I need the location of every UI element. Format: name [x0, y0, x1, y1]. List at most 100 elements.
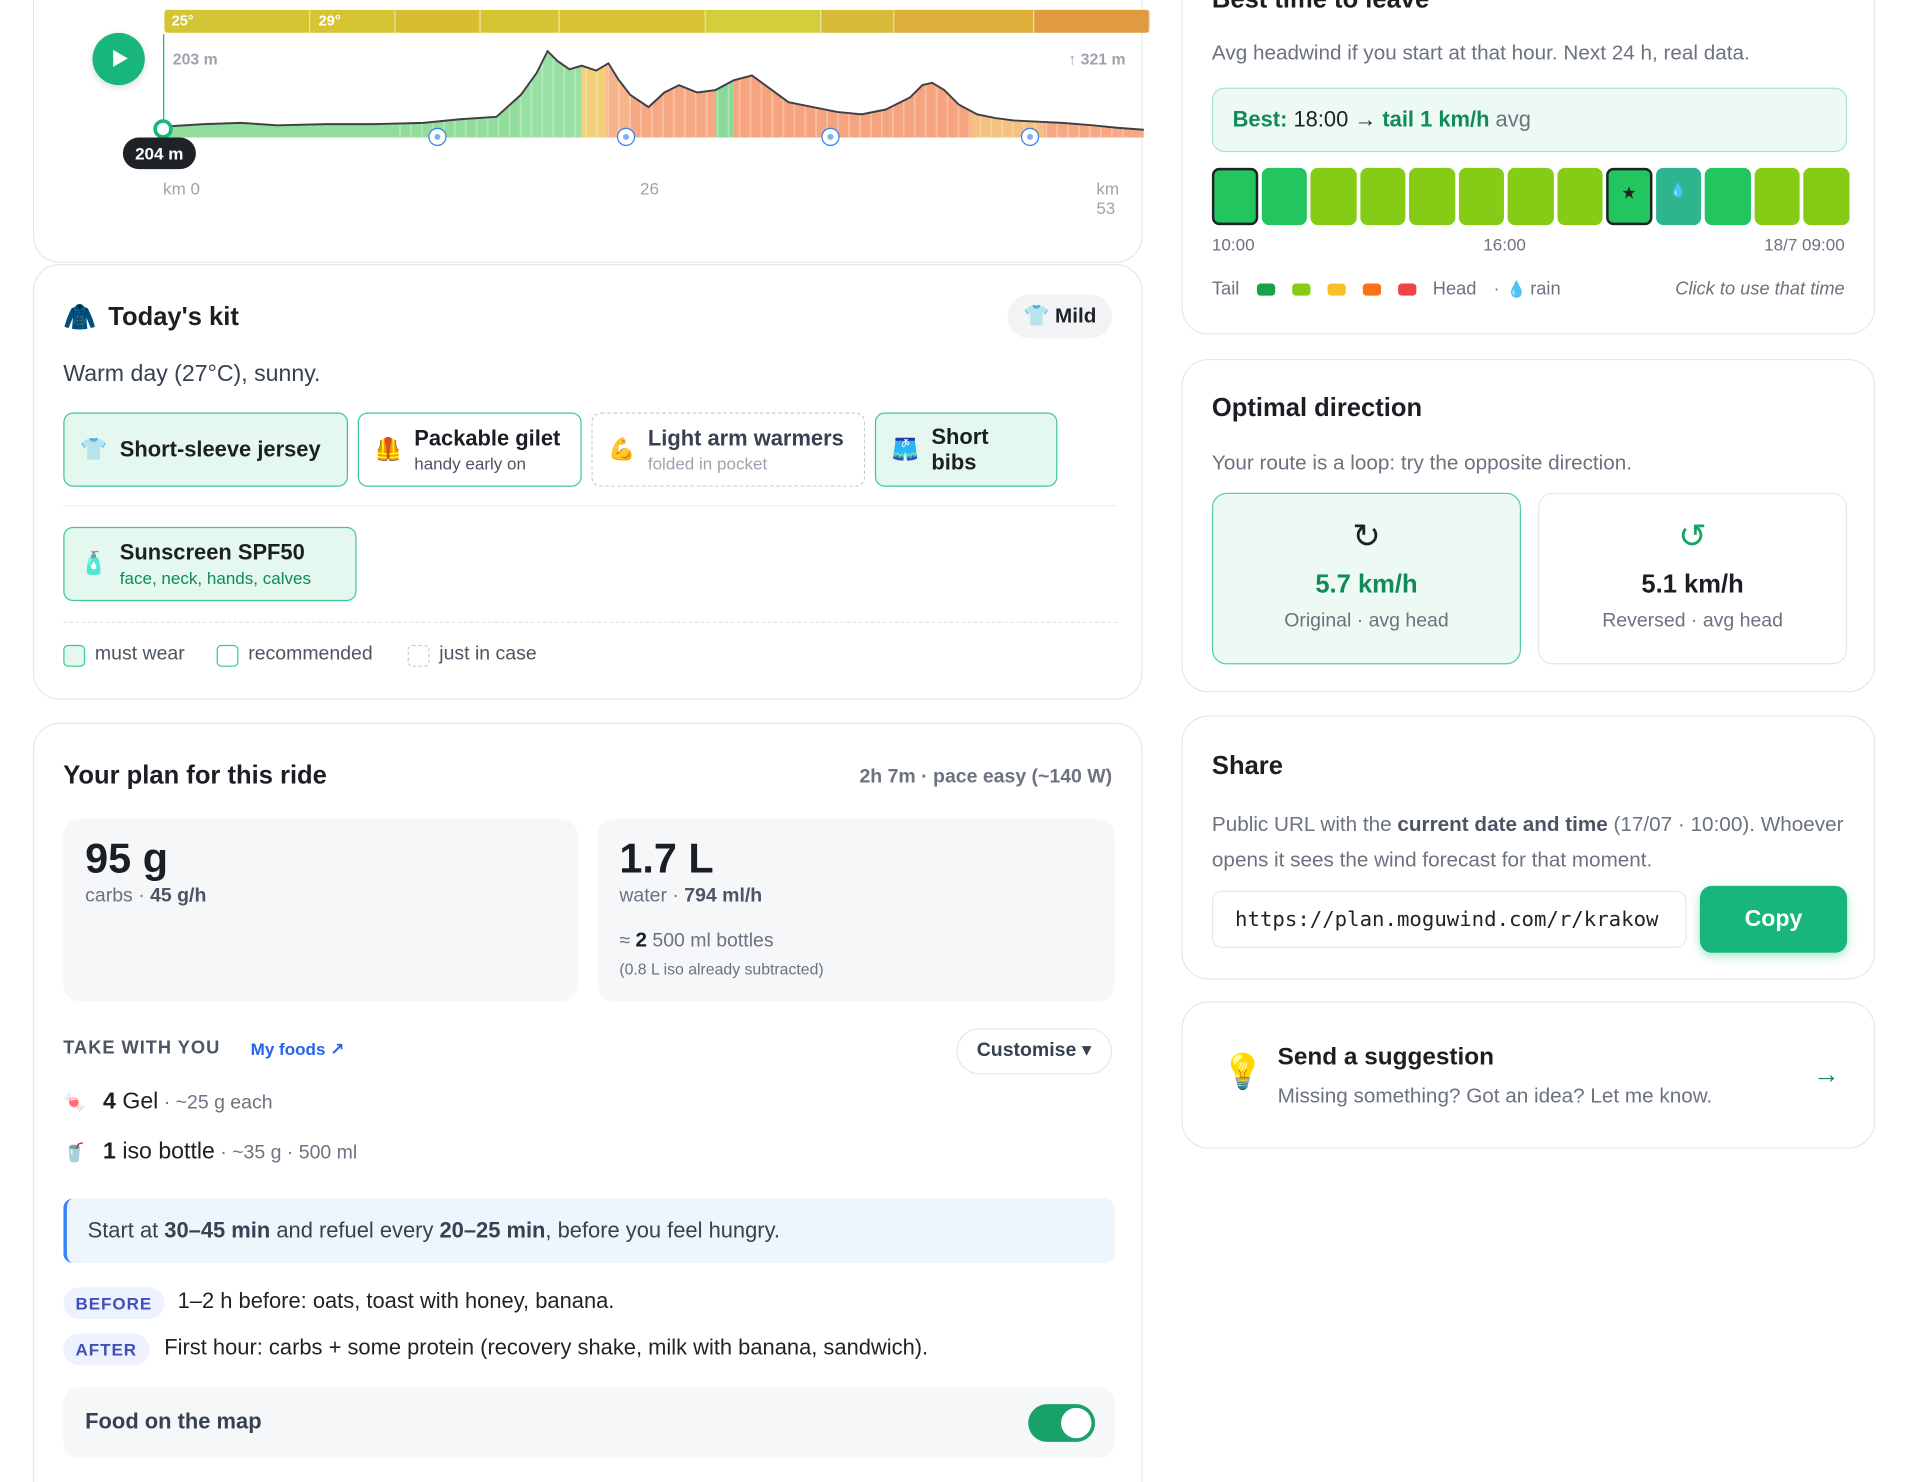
legend-must-label: must wear: [94, 643, 185, 665]
food-waypoint-icon[interactable]: [1020, 127, 1040, 147]
cursor-handle[interactable]: [153, 119, 173, 139]
food-on-map-toggle[interactable]: [1028, 1404, 1096, 1442]
tshirt-icon: 👕: [1023, 304, 1050, 328]
customise-dropdown[interactable]: Customise ▾: [956, 1028, 1113, 1075]
kit-item-sunscreen[interactable]: 🧴 Sunscreen SPF50 face, neck, hands, cal…: [63, 526, 357, 602]
legend-recommended-label: recommended: [248, 643, 373, 665]
food-waypoint-icon[interactable]: [616, 127, 636, 147]
temperature-segment: [705, 9, 822, 33]
kit-item-name: Sunscreen SPF50: [119, 540, 305, 565]
hourly-wind-strip: ★ 💧: [1211, 167, 1849, 226]
food-name: iso bottle: [115, 1138, 215, 1165]
divider: [63, 621, 1118, 624]
play-button[interactable]: [92, 32, 145, 86]
food-waypoint-icon[interactable]: [428, 127, 447, 147]
star-icon: ★: [1621, 182, 1637, 202]
texture-stripe: [968, 51, 971, 138]
carbs-rate: 45 g/h: [150, 885, 207, 907]
wind-legend: Tail Head · 💧 rain: [1212, 279, 1561, 300]
texture-stripe: [760, 51, 763, 138]
hour-slot[interactable]: [1261, 167, 1307, 226]
arrow-right-icon[interactable]: →: [1813, 1058, 1840, 1090]
hour-slot[interactable]: [1704, 167, 1751, 226]
best-time-title: Best time to leave: [1212, 0, 1429, 15]
texture-stripe: [891, 51, 894, 138]
bottle-count: 2: [635, 928, 647, 952]
texture-stripe: [410, 51, 412, 138]
best-avg-label: avg: [1489, 107, 1531, 132]
texture-stripe: [1121, 51, 1124, 138]
water-stat: 1.7 L water · 794 ml/h ≈ 2 500 ml bottle…: [597, 818, 1115, 1002]
texture-stripe: [508, 51, 511, 138]
food-waypoint-icon[interactable]: [821, 127, 840, 147]
texture-stripe: [464, 51, 467, 138]
before-text: 1–2 h before: oats, toast with honey, ba…: [177, 1288, 615, 1313]
share-emphasis: current date and time: [1397, 812, 1608, 836]
texture-stripe: [837, 51, 839, 138]
legend-swatch: [1397, 282, 1416, 296]
best-tail-value: tail 1 km/h: [1382, 107, 1490, 132]
copy-button[interactable]: Copy: [1699, 885, 1848, 953]
kit-item-jersey[interactable]: 👕 Short-sleeve jersey: [63, 412, 349, 487]
texture-stripe: [1099, 51, 1102, 138]
elevation-profile[interactable]: [34, 0, 1144, 263]
hour-slot[interactable]: 💧: [1655, 167, 1702, 226]
texture-stripe: [650, 51, 653, 138]
raindrop-icon: 💧: [1669, 183, 1687, 199]
hour-slot[interactable]: [1310, 167, 1357, 226]
hour-slot[interactable]: [1211, 167, 1258, 226]
lotion-icon: 🧴: [80, 551, 108, 576]
raindrop-icon: 💧: [1506, 279, 1527, 298]
legend-recommended-swatch: [216, 644, 239, 667]
texture-stripe: [782, 51, 785, 138]
food-item-gel: 🍬 4 Gel · ~25 g each: [63, 1089, 272, 1116]
kit-item-bibs[interactable]: 🩳 Short bibs: [874, 412, 1058, 487]
texture-stripe: [1012, 51, 1015, 138]
kit-item-arm-warmers[interactable]: 💪 Light arm warmers folded in pocket: [591, 412, 866, 487]
texture-stripe: [716, 51, 719, 138]
hour-slot[interactable]: [1359, 167, 1406, 226]
share-text: Public URL with the: [1211, 812, 1398, 836]
kit-item-name: Short bibs: [931, 424, 989, 474]
candy-icon: 🍬: [63, 1092, 87, 1114]
texture-stripe: [1001, 51, 1004, 138]
legend-tail-label: Tail: [1211, 278, 1240, 300]
water-total: 1.7 L: [619, 835, 714, 883]
texture-stripe: [848, 51, 850, 138]
direction-original-option[interactable]: ↻ 5.7 km/h Original · avg head: [1211, 492, 1521, 665]
temperature-segment: [1034, 9, 1150, 33]
food-on-map-row: Food on the map: [63, 1387, 1115, 1458]
my-foods-link[interactable]: My foods ↗: [250, 1039, 345, 1059]
lightbulb-icon: 💡: [1221, 1052, 1265, 1091]
suggestion-card[interactable]: 💡 Send a suggestion Missing something? G…: [1181, 1001, 1876, 1149]
hour-tick-end: 18/7 09:00: [1764, 234, 1845, 255]
kit-temperature-badge: 👕 Mild: [1007, 294, 1113, 339]
legend-swatch: [1291, 282, 1310, 296]
water-label: water ·: [619, 885, 685, 907]
share-url-input[interactable]: [1211, 890, 1687, 948]
fueling-tip: Start at 30–45 min and refuel every 20–2…: [63, 1198, 1115, 1264]
texture-stripe: [1110, 51, 1113, 138]
texture-stripe: [683, 51, 686, 138]
tip-start-window: 30–45 min: [164, 1218, 271, 1243]
hour-slot[interactable]: [1507, 167, 1554, 226]
hour-slot[interactable]: [1458, 167, 1504, 226]
tip-interval: 20–25 min: [439, 1218, 546, 1243]
kit-item-gilet[interactable]: 🦺 Packable gilet handy early on: [357, 412, 582, 487]
share-title: Share: [1211, 751, 1283, 780]
hour-slot[interactable]: ★: [1606, 167, 1652, 226]
texture-stripe: [902, 51, 905, 138]
texture-stripe: [530, 51, 533, 138]
direction-reversed-option[interactable]: ↺ 5.1 km/h Reversed · avg head: [1538, 492, 1848, 665]
kit-item-note: face, neck, hands, calves: [119, 568, 312, 588]
hour-tick-start: 10:00: [1211, 234, 1255, 255]
hour-slot[interactable]: [1754, 167, 1800, 226]
after-text: First hour: carbs + some protein (recove…: [164, 1334, 929, 1360]
texture-stripe: [771, 51, 774, 138]
hour-slot[interactable]: [1556, 167, 1603, 226]
kit-item-note: folded in pocket: [647, 453, 768, 474]
best-time-description: Avg headwind if you start at that hour. …: [1211, 41, 1750, 65]
hour-slot[interactable]: [1409, 167, 1455, 226]
best-label: Best:: [1232, 107, 1288, 132]
hour-slot[interactable]: [1803, 167, 1849, 226]
